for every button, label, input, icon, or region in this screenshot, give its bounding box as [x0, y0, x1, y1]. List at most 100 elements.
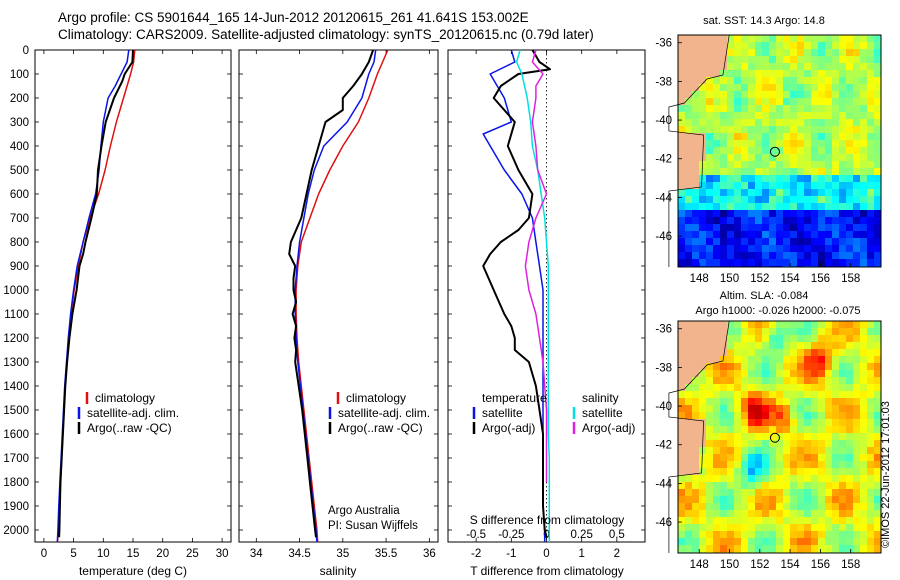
map-cell	[769, 405, 777, 413]
map-cell	[846, 42, 854, 50]
map-cell	[692, 91, 700, 99]
map-cell	[874, 482, 882, 490]
map-cell	[783, 454, 791, 462]
map-cell	[818, 56, 826, 64]
map-cell	[818, 496, 826, 504]
map-cell	[720, 356, 728, 364]
map-cell	[762, 147, 770, 155]
map-cell	[818, 140, 826, 148]
map-cell	[734, 419, 742, 427]
series-line-t-argo-adj	[482, 50, 551, 538]
map-cell	[727, 49, 735, 57]
map-cell	[853, 196, 861, 204]
map-cell	[720, 168, 728, 176]
map-cell	[811, 63, 819, 71]
map-cell	[853, 349, 861, 357]
map-lon-label: 148	[690, 273, 709, 285]
map-cell	[776, 98, 784, 106]
map-cell	[839, 482, 847, 490]
map-cell	[825, 538, 833, 546]
map-cell	[874, 189, 882, 197]
map-cell	[727, 231, 735, 239]
map-cell	[734, 35, 742, 43]
map-cell	[727, 252, 735, 260]
map-cell	[811, 524, 819, 532]
map-cell	[720, 426, 728, 434]
map-cell	[839, 133, 847, 141]
map-cell	[734, 126, 742, 134]
map-cell	[846, 545, 854, 553]
map-cell	[734, 140, 742, 148]
map-cell	[790, 252, 798, 260]
map-cell	[727, 112, 735, 120]
map-cell	[692, 196, 700, 204]
map-cell	[853, 140, 861, 148]
map-cell	[832, 245, 840, 253]
map-cell	[734, 447, 742, 455]
map-cell	[762, 77, 770, 85]
map-cell	[769, 461, 777, 469]
map-cell	[839, 419, 847, 427]
map-cell	[762, 105, 770, 113]
map-cell	[727, 482, 735, 490]
map-cell	[832, 454, 840, 462]
map-cell	[867, 42, 875, 50]
map-cell	[860, 454, 868, 462]
map-cell	[685, 56, 693, 64]
map-cell	[706, 335, 714, 343]
map-cell	[699, 342, 707, 350]
depth-tick-label: 800	[10, 237, 29, 249]
map-cell	[825, 489, 833, 497]
map-cell	[797, 133, 805, 141]
map-cell	[874, 517, 882, 525]
map-cell	[685, 182, 693, 190]
map-cell	[713, 419, 721, 427]
map-cell	[727, 35, 735, 43]
map-cell	[692, 147, 700, 155]
map-cell	[706, 147, 714, 155]
map-cell	[776, 370, 784, 378]
depth-tick-label: 100	[10, 69, 29, 81]
map-cell	[825, 321, 833, 329]
map-cell	[748, 91, 756, 99]
map-cell	[839, 35, 847, 43]
map-cell	[727, 524, 735, 532]
map-cell	[692, 335, 700, 343]
map-cell	[713, 496, 721, 504]
map-cell	[804, 426, 812, 434]
map-cell	[741, 42, 749, 50]
map-lat-label: -40	[655, 115, 672, 127]
map-cell	[776, 510, 784, 518]
map-cell	[727, 405, 735, 413]
map-cell	[678, 238, 686, 246]
map-cell	[748, 140, 756, 148]
map-cell	[832, 91, 840, 99]
map-cell	[797, 245, 805, 253]
map-cell	[685, 217, 693, 225]
map-cell	[748, 56, 756, 64]
map-cell	[769, 196, 777, 204]
map-cell	[748, 496, 756, 504]
map-cell	[699, 203, 707, 211]
map-cell	[748, 238, 756, 246]
map-cell	[860, 35, 868, 43]
map-cell	[748, 196, 756, 204]
map-cell	[867, 398, 875, 406]
map-cell	[685, 384, 693, 392]
sla-map-title: Altim. SLA: -0.084	[720, 290, 809, 302]
map-cell	[867, 35, 875, 43]
map-cell	[692, 84, 700, 92]
map-cell	[713, 189, 721, 197]
map-cell	[790, 182, 798, 190]
map-cell	[762, 259, 770, 267]
map-cell	[699, 63, 707, 71]
map-cell	[762, 133, 770, 141]
map-cell	[734, 224, 742, 232]
map-cell	[720, 56, 728, 64]
map-cell	[790, 84, 798, 92]
map-cell	[692, 447, 700, 455]
map-cell	[769, 63, 777, 71]
map-cell	[748, 328, 756, 336]
map-cell	[811, 398, 819, 406]
map-cell	[860, 252, 868, 260]
